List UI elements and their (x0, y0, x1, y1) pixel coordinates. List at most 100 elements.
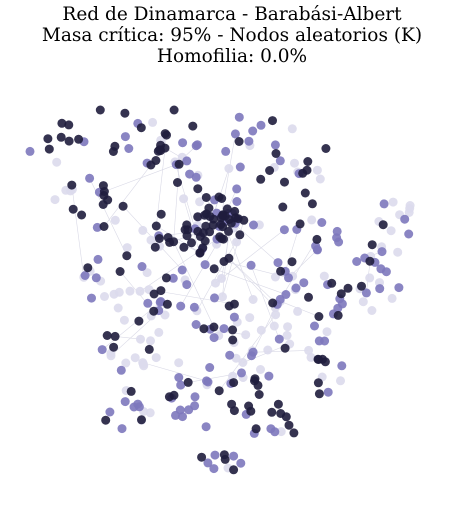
node (248, 126, 258, 136)
node (313, 378, 323, 388)
node (182, 231, 192, 241)
figure-title: Red de Dinamarca - Barabási-Albert Masa … (0, 4, 464, 67)
node (343, 283, 353, 293)
node (52, 157, 62, 167)
node (165, 237, 175, 247)
node (178, 412, 187, 422)
node (228, 335, 238, 345)
node (135, 286, 145, 296)
node (179, 242, 189, 252)
node (303, 157, 313, 166)
node (250, 376, 259, 386)
node (275, 156, 285, 166)
node (281, 412, 291, 422)
node (405, 201, 415, 210)
node (304, 292, 313, 302)
node (50, 195, 60, 205)
node (218, 211, 227, 220)
node (169, 390, 179, 400)
node (134, 316, 144, 326)
node (142, 268, 152, 278)
node (248, 295, 258, 304)
node (178, 138, 188, 148)
node (67, 180, 77, 190)
node (101, 415, 111, 425)
edge (173, 241, 215, 328)
node (320, 336, 330, 346)
node (265, 166, 275, 175)
node (327, 278, 337, 288)
node (110, 331, 120, 341)
node (161, 273, 171, 283)
node (120, 132, 130, 142)
edge (103, 164, 152, 227)
node (174, 358, 184, 368)
node (182, 156, 192, 166)
node (137, 262, 147, 271)
node (323, 387, 333, 397)
node (95, 105, 105, 115)
node (394, 283, 404, 293)
node (205, 211, 215, 221)
node (388, 197, 398, 207)
node (229, 378, 239, 388)
node (155, 145, 165, 155)
node (92, 222, 102, 232)
node (228, 325, 238, 335)
node (365, 273, 375, 283)
node (182, 220, 192, 230)
node (122, 251, 132, 261)
node (116, 365, 126, 375)
node (247, 351, 256, 361)
node (191, 320, 201, 329)
node (203, 458, 213, 468)
node (189, 302, 199, 312)
node (219, 234, 228, 244)
node (143, 298, 153, 308)
node (160, 310, 170, 320)
node (122, 243, 132, 253)
node (336, 289, 346, 299)
node (118, 201, 128, 211)
node (64, 136, 74, 146)
node (210, 450, 220, 460)
node (114, 287, 124, 297)
node (190, 401, 200, 411)
node (315, 174, 325, 184)
node (276, 427, 286, 437)
node (307, 199, 317, 209)
node (156, 286, 166, 296)
node (256, 174, 266, 184)
node (226, 218, 236, 228)
node (211, 278, 220, 288)
node (197, 452, 207, 462)
node (287, 257, 297, 267)
node (230, 206, 240, 216)
node (77, 210, 87, 220)
node (195, 248, 205, 258)
node (337, 299, 347, 309)
node (245, 313, 255, 323)
node (300, 188, 310, 198)
node (209, 264, 219, 274)
node (85, 173, 95, 183)
node (256, 365, 265, 374)
node (210, 293, 219, 303)
node (246, 406, 256, 416)
node (236, 458, 246, 468)
node (274, 334, 284, 344)
node (176, 301, 186, 311)
node (235, 230, 245, 240)
node (209, 333, 219, 343)
node (110, 215, 120, 225)
node (295, 219, 305, 229)
node (352, 257, 362, 266)
node (193, 212, 203, 222)
node (136, 334, 145, 344)
node (173, 178, 182, 187)
edge (72, 189, 85, 278)
node (201, 193, 211, 202)
node (224, 301, 234, 311)
edge (104, 164, 177, 192)
node (365, 256, 375, 266)
